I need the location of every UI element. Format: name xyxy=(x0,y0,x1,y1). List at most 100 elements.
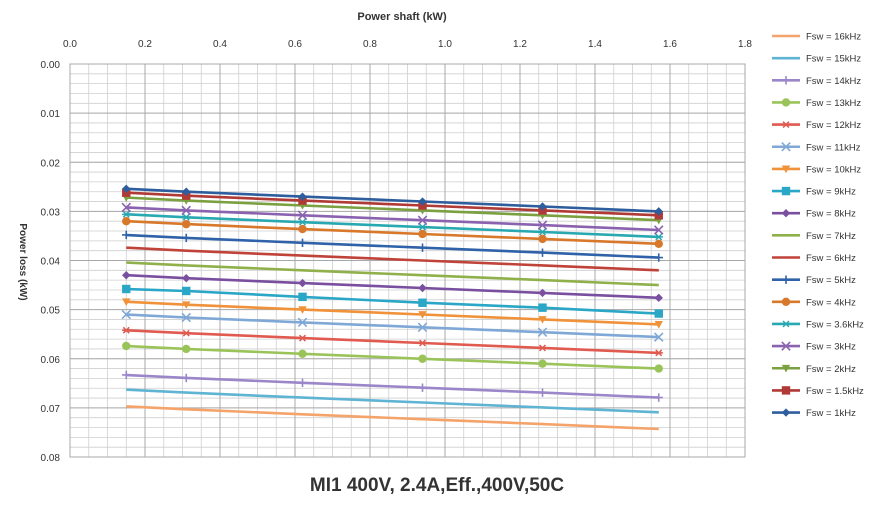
data-point xyxy=(298,378,307,388)
data-point xyxy=(122,298,131,306)
data-point xyxy=(538,359,547,368)
series-line xyxy=(126,329,659,355)
data-point xyxy=(122,271,131,280)
series-group xyxy=(121,202,664,235)
y-tick-label: 0.06 xyxy=(41,355,61,366)
legend-label: Fsw = 13kHz xyxy=(806,98,861,109)
data-point xyxy=(181,205,192,216)
data-point xyxy=(182,273,191,283)
legend-label: Fsw = 1.5kHz xyxy=(806,386,864,397)
data-point xyxy=(182,219,191,229)
data-point xyxy=(298,238,307,248)
data-point xyxy=(654,309,663,318)
data-point xyxy=(122,217,131,226)
y-axis-label: Power loss (kW) xyxy=(17,223,28,300)
series-line xyxy=(126,313,659,339)
legend-swatch-marker xyxy=(781,341,791,351)
legend-label: Fsw = 9kHz xyxy=(806,187,856,198)
data-point xyxy=(537,220,548,230)
data-point xyxy=(122,210,131,218)
data-point xyxy=(298,278,307,288)
series-line xyxy=(126,196,659,222)
data-point xyxy=(538,202,547,211)
legend-label: Fsw = 8kHz xyxy=(806,209,856,220)
data-point xyxy=(182,187,191,196)
data-point xyxy=(122,326,131,334)
data-point xyxy=(297,317,308,328)
series-group xyxy=(122,210,663,241)
series-group xyxy=(122,217,663,248)
data-point xyxy=(654,233,663,241)
series-line xyxy=(126,273,659,300)
y-tick-label: 0.05 xyxy=(41,306,61,317)
data-point xyxy=(182,233,191,243)
y-tick-label: 0.07 xyxy=(41,404,61,415)
y-tick-label: 0.04 xyxy=(41,257,61,268)
series-line xyxy=(126,213,659,239)
data-point xyxy=(538,388,547,397)
series-group xyxy=(122,271,663,303)
legend-swatch-marker xyxy=(781,76,791,85)
legend-item: Fsw = 6kHz xyxy=(772,253,856,264)
data-point xyxy=(298,349,307,359)
series-group xyxy=(122,184,663,216)
legend-item: Fsw = 11kHz xyxy=(772,141,861,153)
legend-swatch-marker xyxy=(781,275,791,284)
legend-label: Fsw = 6kHz xyxy=(806,253,856,264)
y-tick-label: 0.03 xyxy=(41,207,61,218)
data-point xyxy=(417,322,428,333)
legend-item: Fsw = 1.5kHz xyxy=(772,386,864,397)
data-point xyxy=(418,383,427,392)
data-point xyxy=(298,218,307,226)
x-tick-label: 1.0 xyxy=(438,39,452,50)
data-point xyxy=(538,288,547,298)
legend-item: Fsw = 3.6kHz xyxy=(772,319,864,330)
data-point xyxy=(418,229,427,239)
series-line xyxy=(126,344,659,370)
series-line xyxy=(126,206,659,232)
series-group xyxy=(122,284,663,318)
data-point xyxy=(122,370,131,380)
series-line xyxy=(126,405,659,431)
legend-label: Fsw = 4kHz xyxy=(806,297,856,308)
data-point xyxy=(654,239,663,248)
series-group xyxy=(126,246,659,272)
x-tick-label: 1.6 xyxy=(663,39,677,50)
x-tick-label: 0.8 xyxy=(363,39,377,50)
legend-label: Fsw = 2kHz xyxy=(806,364,856,375)
legend-item: Fsw = 5kHz xyxy=(772,275,856,286)
y-tick-label: 0.00 xyxy=(41,60,61,71)
data-point xyxy=(418,298,427,307)
x-tick-label: 1.8 xyxy=(738,39,752,50)
data-point xyxy=(182,213,191,221)
y-tick-label: 0.01 xyxy=(41,109,61,120)
data-point xyxy=(538,303,547,312)
data-point xyxy=(298,292,307,302)
series-line xyxy=(126,191,659,217)
series-line xyxy=(126,219,659,246)
legend-swatch-marker xyxy=(781,297,791,306)
data-point xyxy=(298,306,307,314)
legend-item: Fsw = 13kHz xyxy=(772,98,861,109)
series-group xyxy=(126,388,659,414)
data-point xyxy=(538,248,547,257)
data-point xyxy=(182,373,191,383)
data-point xyxy=(298,334,307,342)
x-tick-label: 1.4 xyxy=(588,39,602,50)
legend-item: Fsw = 9kHz xyxy=(772,187,856,198)
data-point xyxy=(538,228,547,236)
legend-item: Fsw = 7kHz xyxy=(772,231,856,242)
series-line xyxy=(126,300,659,326)
data-point xyxy=(298,192,307,201)
legend-item: Fsw = 15kHz xyxy=(772,54,861,65)
legend-label: Fsw = 15kHz xyxy=(806,54,861,65)
series-group xyxy=(122,326,663,357)
data-point xyxy=(418,354,427,363)
data-point xyxy=(654,364,663,373)
legend-item: Fsw = 12kHz xyxy=(772,120,861,131)
data-point xyxy=(122,341,131,351)
x-tick-label: 0.2 xyxy=(138,39,152,50)
legend-swatch-marker xyxy=(781,141,791,152)
